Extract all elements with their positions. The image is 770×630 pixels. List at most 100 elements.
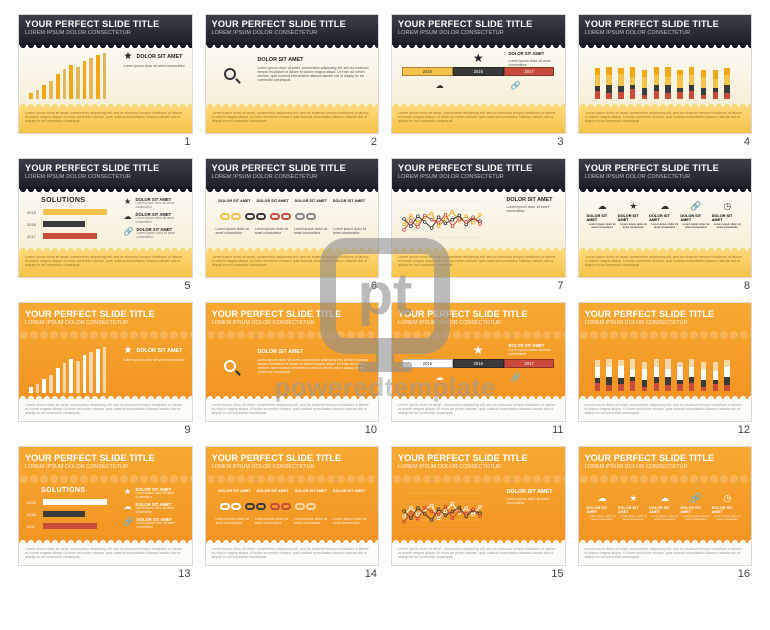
icon-row: ☁DOLOR SIT AMETLorem ipsum dolor sit ame… <box>587 201 744 229</box>
col-body: Lorem ipsum dolor sit amet consectetur <box>333 227 368 235</box>
icon-body: Lorem ipsum dolor sit amet consectetur <box>618 223 649 229</box>
slide-subtitle: LOREM IPSUM DOLOR CONSECTETUR <box>585 320 688 326</box>
footer-lorem: Lorem ipsum dolor sit amet, consectetur … <box>25 255 186 273</box>
slide-subtitle: LOREM IPSUM DOLOR CONSECTETUR <box>212 174 318 180</box>
slide-title: YOUR PERFECT SLIDE TITLE <box>25 163 159 173</box>
slide-number: 16 <box>578 566 753 580</box>
icon-title: DOLOR SIT AMET <box>649 214 680 222</box>
slide-number: 9 <box>18 422 193 436</box>
icon-title: DOLOR SIT AMET <box>618 214 649 222</box>
slide-number: 4 <box>578 134 753 148</box>
cloud-icon: ☁ <box>124 502 132 511</box>
chart-caption-title: DOLOR SIT AMET <box>507 489 559 495</box>
slide-cell-5[interactable]: YOUR PERFECT SLIDE TITLE LOREM IPSUM DOL… <box>18 158 193 292</box>
icon-title: DOLOR SIT AMET <box>712 214 743 222</box>
slide-subtitle: LOREM IPSUM DOLOR CONSECTETUR <box>25 30 131 36</box>
footer-lorem: Lorem ipsum dolor sit amet, consectetur … <box>398 255 559 273</box>
timeline-seg: 2016 <box>453 359 504 368</box>
slide-thumb-15: YOUR PERFECT SLIDE TITLE LOREM IPSUM DOL… <box>391 446 566 566</box>
chain-diagram <box>220 503 316 510</box>
sidebar-heading: DOLOR SIT AMET <box>136 54 182 60</box>
slide-cell-8[interactable]: YOUR PERFECT SLIDE TITLE LOREM IPSUM DOL… <box>578 158 753 292</box>
icon-body: Lorem ipsum dolor sit amet consectetur <box>680 515 711 521</box>
slide-thumb-9: YOUR PERFECT SLIDE TITLE LOREM IPSUM DOL… <box>18 302 193 422</box>
row-body: Lorem ipsum dolor sit amet consectetur <box>137 232 186 239</box>
slide-cell-1[interactable]: YOUR PERFECT SLIDE TITLE LOREM IPSUM DOL… <box>18 14 193 148</box>
col-title: DOLOR SIT AMET <box>257 489 289 493</box>
footer-lorem: Lorem ipsum dolor sit amet, consectetur … <box>25 547 186 560</box>
icon-body: Lorem ipsum dolor sit amet consectetur <box>618 515 649 521</box>
thumbnail-grid: YOUR PERFECT SLIDE TITLE LOREM IPSUM DOL… <box>0 0 770 588</box>
link-icon: 🔗 <box>124 517 133 526</box>
icon-title: DOLOR SIT AMET <box>587 214 618 222</box>
slide-number: 13 <box>18 566 193 580</box>
timeline-seg: 2015 <box>402 359 453 368</box>
link-icon: 🔗 <box>511 81 521 90</box>
slide-cell-4[interactable]: YOUR PERFECT SLIDE TITLE LOREM IPSUM DOL… <box>578 14 753 148</box>
slide-number: 8 <box>578 278 753 292</box>
solutions-title: SOLUTIONS <box>41 487 85 494</box>
slide-subtitle: LOREM IPSUM DOLOR CONSECTETUR <box>25 174 131 180</box>
slide-title: YOUR PERFECT SLIDE TITLE <box>585 453 715 463</box>
caption-body: Lorem ipsum dolor sit amet consectetur <box>509 59 559 67</box>
slide-number: 12 <box>578 422 753 436</box>
slide-title: YOUR PERFECT SLIDE TITLE <box>585 19 719 29</box>
slide-title: YOUR PERFECT SLIDE TITLE <box>585 309 715 319</box>
slide-cell-2[interactable]: YOUR PERFECT SLIDE TITLE LOREM IPSUM DOL… <box>205 14 380 148</box>
slide-cell-12[interactable]: YOUR PERFECT SLIDE TITLE LOREM IPSUM DOL… <box>578 302 753 436</box>
slide-cell-15[interactable]: YOUR PERFECT SLIDE TITLE LOREM IPSUM DOL… <box>391 446 566 580</box>
slide-subtitle: LOREM IPSUM DOLOR CONSECTETUR <box>398 174 504 180</box>
cloud-icon: ☁ <box>124 212 132 221</box>
footer-lorem: Lorem ipsum dolor sit amet, consectetur … <box>585 111 746 129</box>
stacked-bar-chart <box>589 53 739 99</box>
slide-cell-6[interactable]: YOUR PERFECT SLIDE TITLE LOREM IPSUM DOL… <box>205 158 380 292</box>
slide-subtitle: LOREM IPSUM DOLOR CONSECTETUR <box>398 30 504 36</box>
timeline-seg: 2017 <box>504 67 555 76</box>
slide-cell-3[interactable]: YOUR PERFECT SLIDE TITLE LOREM IPSUM DOL… <box>391 14 566 148</box>
slide-title: YOUR PERFECT SLIDE TITLE <box>25 309 155 319</box>
chart-caption-body: Lorem ipsum dolor sit amet consectetur <box>507 205 559 213</box>
slide-cell-9[interactable]: YOUR PERFECT SLIDE TITLE LOREM IPSUM DOL… <box>18 302 193 436</box>
chain-diagram <box>220 213 316 220</box>
slide-title: YOUR PERFECT SLIDE TITLE <box>398 453 528 463</box>
caption-body: Lorem ipsum dolor sit amet consectetur <box>509 348 559 356</box>
slide-thumb-14: YOUR PERFECT SLIDE TITLE LOREM IPSUM DOL… <box>205 446 380 566</box>
col-title: DOLOR SIT AMET <box>333 489 365 493</box>
chart-caption-title: DOLOR SIT AMET <box>507 197 559 203</box>
bar-chart-9 <box>27 347 111 393</box>
timeline-seg: 2016 <box>453 67 504 76</box>
body-heading: DOLOR SIT AMET <box>258 57 371 63</box>
slide-cell-13[interactable]: YOUR PERFECT SLIDE TITLE LOREM IPSUM DOL… <box>18 446 193 580</box>
slide-title: YOUR PERFECT SLIDE TITLE <box>25 453 155 463</box>
cloud-icon: ☁ <box>598 493 607 504</box>
col-title: DOLOR SIT AMET <box>333 199 365 203</box>
star-icon: ★ <box>124 487 132 496</box>
slide-number: 1 <box>18 134 193 148</box>
body-text: Lorem ipsum dolor sit amet, consectetur … <box>258 358 371 374</box>
link-icon: 🔗 <box>124 227 133 236</box>
icon-title: DOLOR SIT AMET <box>649 506 680 514</box>
slide-thumb-8: YOUR PERFECT SLIDE TITLE LOREM IPSUM DOL… <box>578 158 753 278</box>
slide-cell-16[interactable]: YOUR PERFECT SLIDE TITLE LOREM IPSUM DOL… <box>578 446 753 580</box>
icon-body: Lorem ipsum dolor sit amet consectetur <box>712 223 743 229</box>
slide-number: 10 <box>205 422 380 436</box>
footer-lorem: Lorem ipsum dolor sit amet, consectetur … <box>212 403 373 416</box>
col-title: DOLOR SIT AMET <box>218 199 250 203</box>
col-body: Lorem ipsum dolor sit amet consectetur <box>333 517 368 525</box>
footer-lorem: Lorem ipsum dolor sit amet, consectetur … <box>585 403 746 416</box>
col-title: DOLOR SIT AMET <box>295 199 327 203</box>
stacked-bar-chart <box>589 345 739 391</box>
body-heading: DOLOR SIT AMET <box>258 349 371 355</box>
link-icon: 🔗 <box>690 201 701 212</box>
slide-cell-11[interactable]: YOUR PERFECT SLIDE TITLE LOREM IPSUM DOL… <box>391 302 566 436</box>
col-body: Lorem ipsum dolor sit amet consectetur <box>216 227 251 235</box>
slide-subtitle: LOREM IPSUM DOLOR CONSECTETUR <box>212 320 315 326</box>
star-icon: ★ <box>124 197 132 206</box>
slide-cell-14[interactable]: YOUR PERFECT SLIDE TITLE LOREM IPSUM DOL… <box>205 446 380 580</box>
slide-thumb-1: YOUR PERFECT SLIDE TITLE LOREM IPSUM DOL… <box>18 14 193 134</box>
icon-title: DOLOR SIT AMET <box>712 506 743 514</box>
footer-lorem: Lorem ipsum dolor sit amet, consectetur … <box>398 403 559 416</box>
slide-cell-10[interactable]: YOUR PERFECT SLIDE TITLE LOREM IPSUM DOL… <box>205 302 380 436</box>
footer-lorem: Lorem ipsum dolor sit amet, consectetur … <box>585 255 746 273</box>
slide-cell-7[interactable]: YOUR PERFECT SLIDE TITLE LOREM IPSUM DOL… <box>391 158 566 292</box>
